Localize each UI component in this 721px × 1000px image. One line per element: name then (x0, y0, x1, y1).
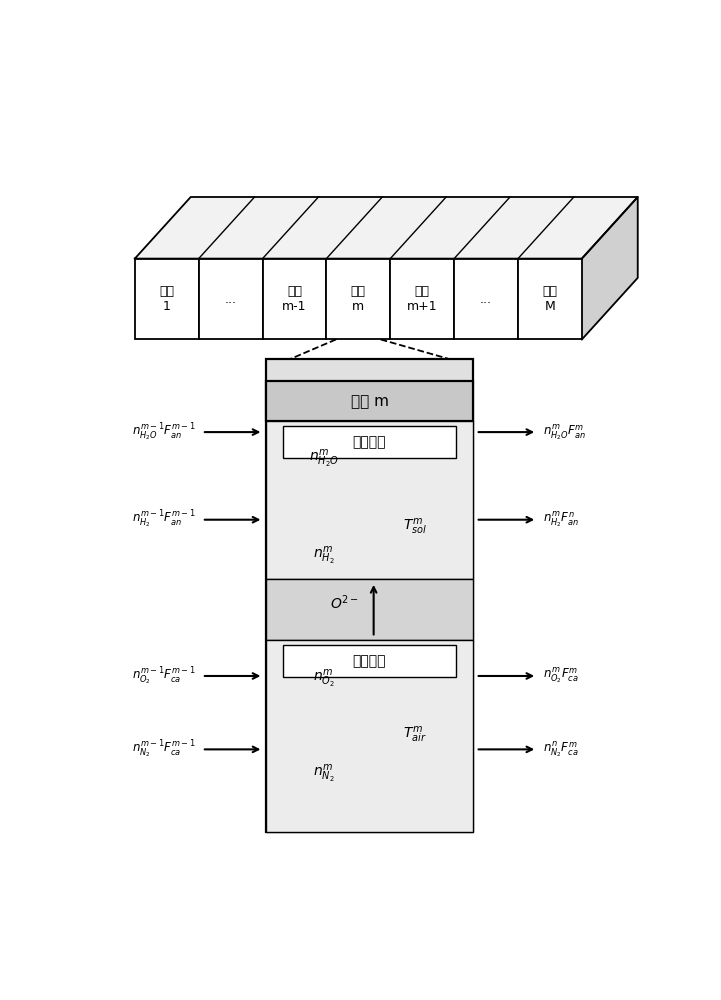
Bar (262, 259, 327, 339)
Text: $n^{m}_{O_2}$: $n^{m}_{O_2}$ (313, 668, 335, 689)
Polygon shape (582, 197, 637, 339)
Text: $n^{m}_{H_2O}F^{m}_{an}$: $n^{m}_{H_2O}F^{m}_{an}$ (543, 423, 585, 442)
Bar (454, 259, 518, 339)
Text: 节点
1: 节点 1 (159, 285, 174, 313)
Text: 节点 m: 节点 m (350, 394, 389, 409)
Bar (199, 259, 262, 339)
Bar (518, 259, 582, 339)
Text: $n^{m}_{H_2O}$: $n^{m}_{H_2O}$ (309, 447, 339, 469)
Text: $O^{2-}$: $O^{2-}$ (330, 593, 359, 612)
Bar (390, 259, 454, 339)
Text: 节点
m: 节点 m (351, 285, 366, 313)
Bar (266, 579, 473, 640)
Text: $T^{m}_{air}$: $T^{m}_{air}$ (403, 725, 427, 745)
Text: $n^{m}_{N_2}$: $n^{m}_{N_2}$ (313, 762, 335, 784)
Text: 节点
M: 节点 M (542, 285, 557, 313)
Bar (266, 381, 473, 421)
Text: $n^{m-1}_{H_2}F^{m-1}_{an}$: $n^{m-1}_{H_2}F^{m-1}_{an}$ (133, 509, 196, 530)
Text: 节点
m+1: 节点 m+1 (407, 285, 438, 313)
Bar (327, 259, 390, 339)
Text: $T^{m}_{sol}$: $T^{m}_{sol}$ (403, 517, 427, 537)
Text: 阴极状态: 阴极状态 (353, 654, 386, 668)
Text: $n^{m-1}_{H_2O}F^{m-1}_{an}$: $n^{m-1}_{H_2O}F^{m-1}_{an}$ (133, 421, 196, 443)
Bar (266, 421, 473, 579)
Text: 节点
m-1: 节点 m-1 (282, 285, 306, 313)
Bar (283, 426, 456, 458)
Text: 阳极状态: 阳极状态 (353, 435, 386, 449)
Text: $n^{n}_{N_2}F^{m}_{ca}$: $n^{n}_{N_2}F^{m}_{ca}$ (543, 740, 578, 759)
Bar (283, 645, 456, 677)
Text: $n^{m}_{H_2}F^{n}_{an}$: $n^{m}_{H_2}F^{n}_{an}$ (543, 510, 579, 529)
Text: $n^{m-1}_{O_2}F^{m-1}_{ca}$: $n^{m-1}_{O_2}F^{m-1}_{ca}$ (133, 665, 196, 687)
Bar (266, 359, 473, 832)
Text: $n^{m}_{H_2}$: $n^{m}_{H_2}$ (313, 544, 335, 566)
Text: ...: ... (480, 293, 492, 306)
Text: ...: ... (225, 293, 236, 306)
Bar (266, 640, 473, 832)
Text: $n^{m-1}_{N_2}F^{m-1}_{ca}$: $n^{m-1}_{N_2}F^{m-1}_{ca}$ (133, 739, 196, 760)
Text: $n^{m}_{O_2}F^{m}_{ca}$: $n^{m}_{O_2}F^{m}_{ca}$ (543, 666, 579, 685)
Polygon shape (135, 197, 637, 259)
Bar (135, 259, 199, 339)
